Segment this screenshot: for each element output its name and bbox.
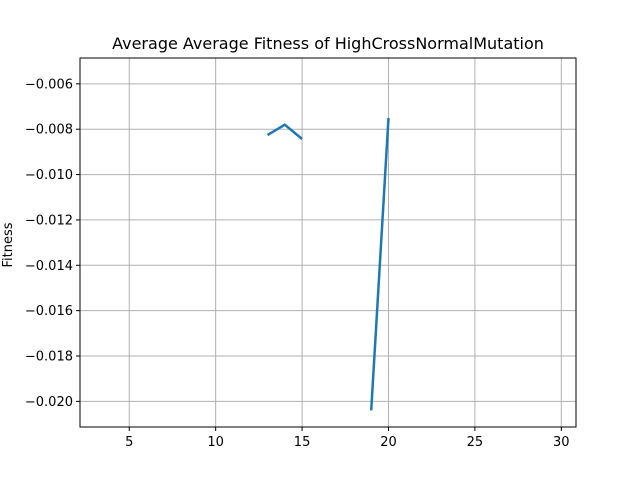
fitness-series-line [266,123,303,140]
y-tick-label: −0.010 [25,168,73,183]
fitness-series-line [369,117,390,411]
y-tick-label: −0.012 [25,213,73,228]
x-tick-label: 15 [294,435,311,450]
x-tick-label: 30 [553,435,570,450]
y-tick-label: −0.014 [25,259,73,274]
y-tick-label: −0.008 [25,123,73,138]
x-axis-ticks: 5 10 15 20 25 30 [125,427,570,450]
x-tick-label: 5 [125,435,133,450]
chart-title: Average Average Fitness of HighCrossNorm… [112,34,544,53]
y-axis-label: Fitness [1,222,16,267]
y-tick-label: −0.006 [25,77,73,92]
series-layer [266,117,390,411]
x-tick-label: 20 [380,435,397,450]
y-axis-ticks: −0.020 −0.018 −0.016 −0.014 −0.012 −0.010 −0.0… [25,77,80,410]
x-tick-label: 10 [207,435,224,450]
y-tick-label: −0.016 [25,304,73,319]
plot-frame [79,57,577,428]
grid [80,58,576,427]
y-tick-label: −0.018 [25,350,73,365]
x-tick-label: 25 [467,435,484,450]
y-tick-label: −0.020 [25,395,73,410]
